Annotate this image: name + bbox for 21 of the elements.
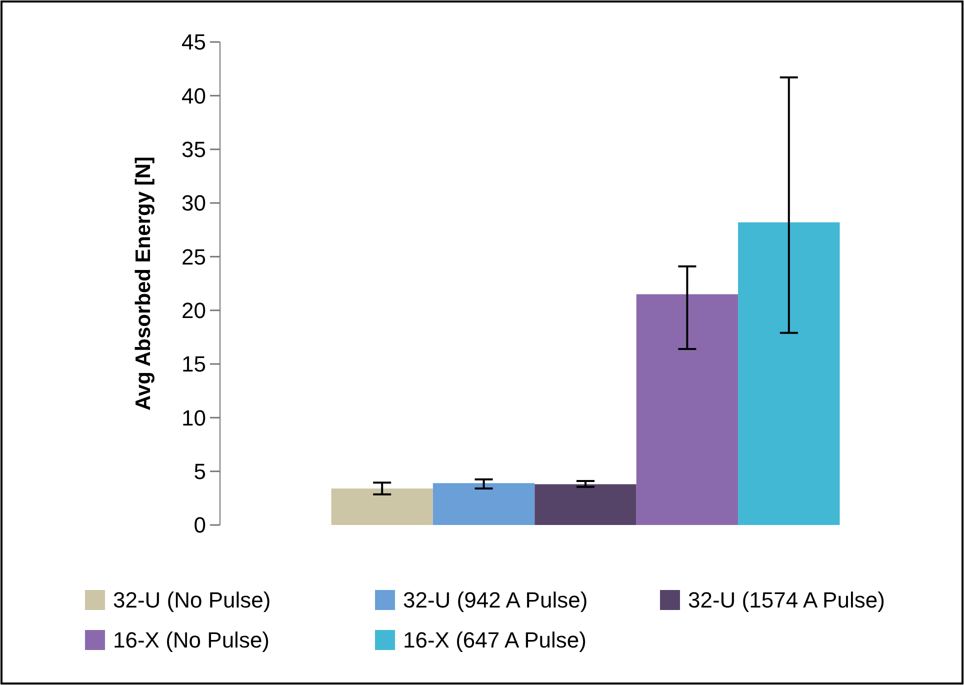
y-tick-label: 0 (194, 512, 206, 538)
legend-label: 32-U (No Pulse) (113, 588, 271, 613)
y-tick-label: 10 (182, 405, 206, 430)
bar (636, 294, 738, 525)
legend-label: 16-X (No Pulse) (113, 628, 270, 653)
y-tick-label: 15 (182, 352, 206, 377)
bar (738, 222, 840, 525)
y-axis-title: Avg Absorbed Energy [N] (132, 156, 155, 410)
legend-label: 16-X (647 A Pulse) (403, 628, 586, 653)
y-tick-label: 45 (182, 30, 206, 55)
y-tick-label: 5 (194, 459, 206, 484)
y-tick-label: 30 (182, 190, 206, 216)
y-tick-label: 25 (182, 244, 206, 270)
legend-label: 32-U (1574 A Pulse) (688, 588, 885, 613)
y-tick-label: 20 (182, 298, 206, 324)
y-tick-label: 35 (182, 137, 206, 162)
legend-label: 32-U (942 A Pulse) (403, 588, 588, 613)
bar (331, 488, 433, 525)
y-tick-label: 40 (182, 83, 206, 108)
bar (534, 484, 636, 525)
bar (432, 483, 535, 525)
